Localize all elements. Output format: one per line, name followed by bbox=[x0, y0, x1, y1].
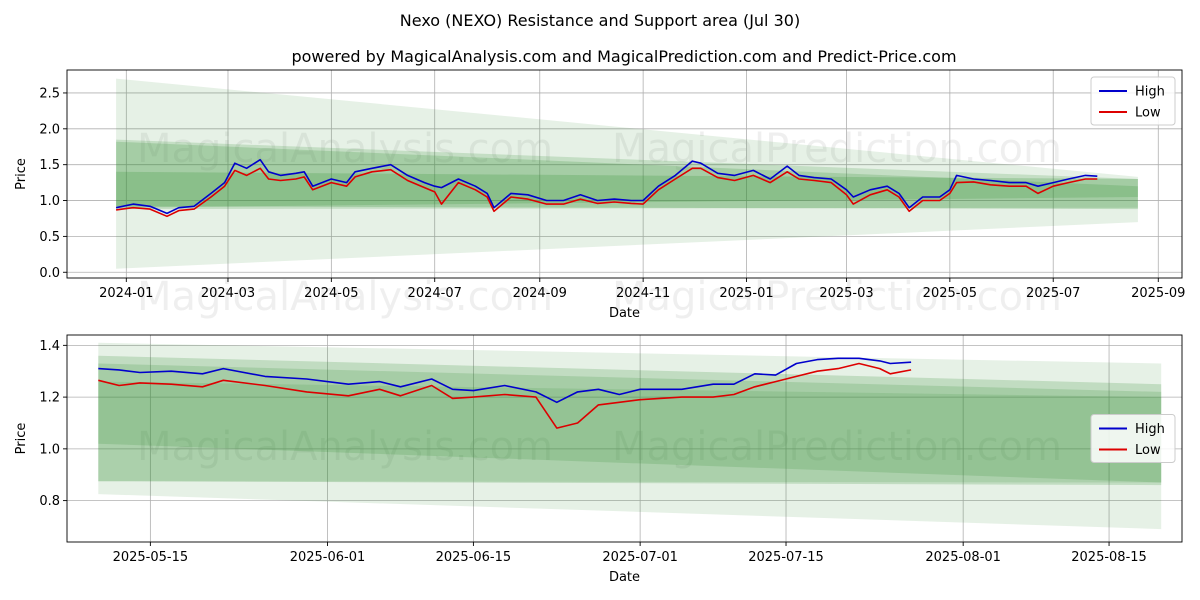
y-tick-label: 1.0 bbox=[39, 194, 60, 209]
plot-frame bbox=[66, 334, 1183, 543]
x-tick-label: 2024-01 bbox=[99, 286, 153, 301]
x-tick-label: 2025-01 bbox=[719, 286, 773, 301]
x-tick-label: 2024-07 bbox=[408, 286, 462, 301]
chart-title: Nexo (NEXO) Resistance and Support area … bbox=[400, 11, 800, 30]
watermark-text: MagicalPrediction.com bbox=[612, 274, 1062, 320]
top-price-panel: 2024-01 2024-03 2024-05 2024-07 2024-09 2024-… bbox=[14, 69, 1185, 321]
y-tick-label: 1.5 bbox=[39, 158, 60, 173]
legend-label-low: Low bbox=[1135, 106, 1161, 121]
x-tick-label: 2024-03 bbox=[201, 286, 255, 301]
resistance-support-band bbox=[116, 78, 1138, 269]
x-tick-label: 2024-05 bbox=[304, 286, 358, 301]
y-tick-label: 2.5 bbox=[39, 86, 60, 101]
series-line-low bbox=[98, 362, 912, 429]
x-tick-label: 2025-03 bbox=[819, 286, 873, 301]
x-tick-label: 2025-06-15 bbox=[436, 550, 512, 565]
legend-label-low: Low bbox=[1135, 443, 1161, 458]
chart-subtitle: powered by MagicalAnalysis.com and Magic… bbox=[291, 47, 956, 66]
watermark-text: MagicalAnalysis.com bbox=[137, 274, 553, 320]
x-tick-label: 2025-08-15 bbox=[1071, 550, 1147, 565]
series-line-low bbox=[115, 167, 1098, 218]
plot-frame bbox=[66, 69, 1183, 279]
y-tick-label: 1.2 bbox=[39, 391, 60, 406]
x-tick-label: 2025-05-15 bbox=[113, 550, 189, 565]
x-tick-label: 2025-07-15 bbox=[748, 550, 824, 565]
x-tick-label: 2025-06-01 bbox=[290, 550, 366, 565]
x-tick-label: 2024-11 bbox=[616, 286, 670, 301]
resistance-support-band bbox=[116, 171, 1138, 210]
y-tick-label: 0.5 bbox=[39, 230, 60, 245]
y-axis-label: Price bbox=[14, 158, 29, 190]
resistance-support-band bbox=[98, 342, 1162, 530]
bottom-price-panel: 2025-05-15 2025-06-01 2025-06-15 2025-07-01… bbox=[14, 334, 1183, 585]
legend-label-high: High bbox=[1135, 85, 1165, 100]
y-axis-label: Price bbox=[14, 423, 29, 455]
x-tick-label: 2025-05 bbox=[923, 286, 977, 301]
y-tick-label: 1.4 bbox=[39, 339, 60, 354]
resistance-support-band bbox=[98, 355, 1162, 486]
x-tick-label: 2025-08-01 bbox=[925, 550, 1001, 565]
x-axis-label: Date bbox=[609, 570, 640, 585]
x-tick-label: 2025-09 bbox=[1131, 286, 1185, 301]
series-line-high bbox=[115, 158, 1098, 215]
legend: High Low bbox=[1090, 76, 1176, 126]
watermark-text: MagicalPrediction.com bbox=[612, 424, 1062, 470]
y-tick-label: 2.0 bbox=[39, 122, 60, 137]
y-tick-label: 0.0 bbox=[39, 266, 60, 281]
legend: High Low bbox=[1090, 414, 1176, 463]
watermark-layer: MagicalAnalysis.com MagicalPrediction.co… bbox=[137, 126, 1062, 470]
x-tick-label: 2024-09 bbox=[513, 286, 567, 301]
watermark-text: MagicalAnalysis.com bbox=[137, 424, 553, 470]
x-tick-label: 2025-07-01 bbox=[602, 550, 678, 565]
resistance-support-band bbox=[98, 381, 1162, 483]
x-tick-label: 2025-07 bbox=[1026, 286, 1080, 301]
series-line-high bbox=[98, 357, 912, 404]
legend-label-high: High bbox=[1135, 422, 1165, 437]
x-axis-label: Date bbox=[609, 306, 640, 321]
y-tick-label: 1.0 bbox=[39, 442, 60, 457]
y-tick-label: 0.8 bbox=[39, 494, 60, 509]
